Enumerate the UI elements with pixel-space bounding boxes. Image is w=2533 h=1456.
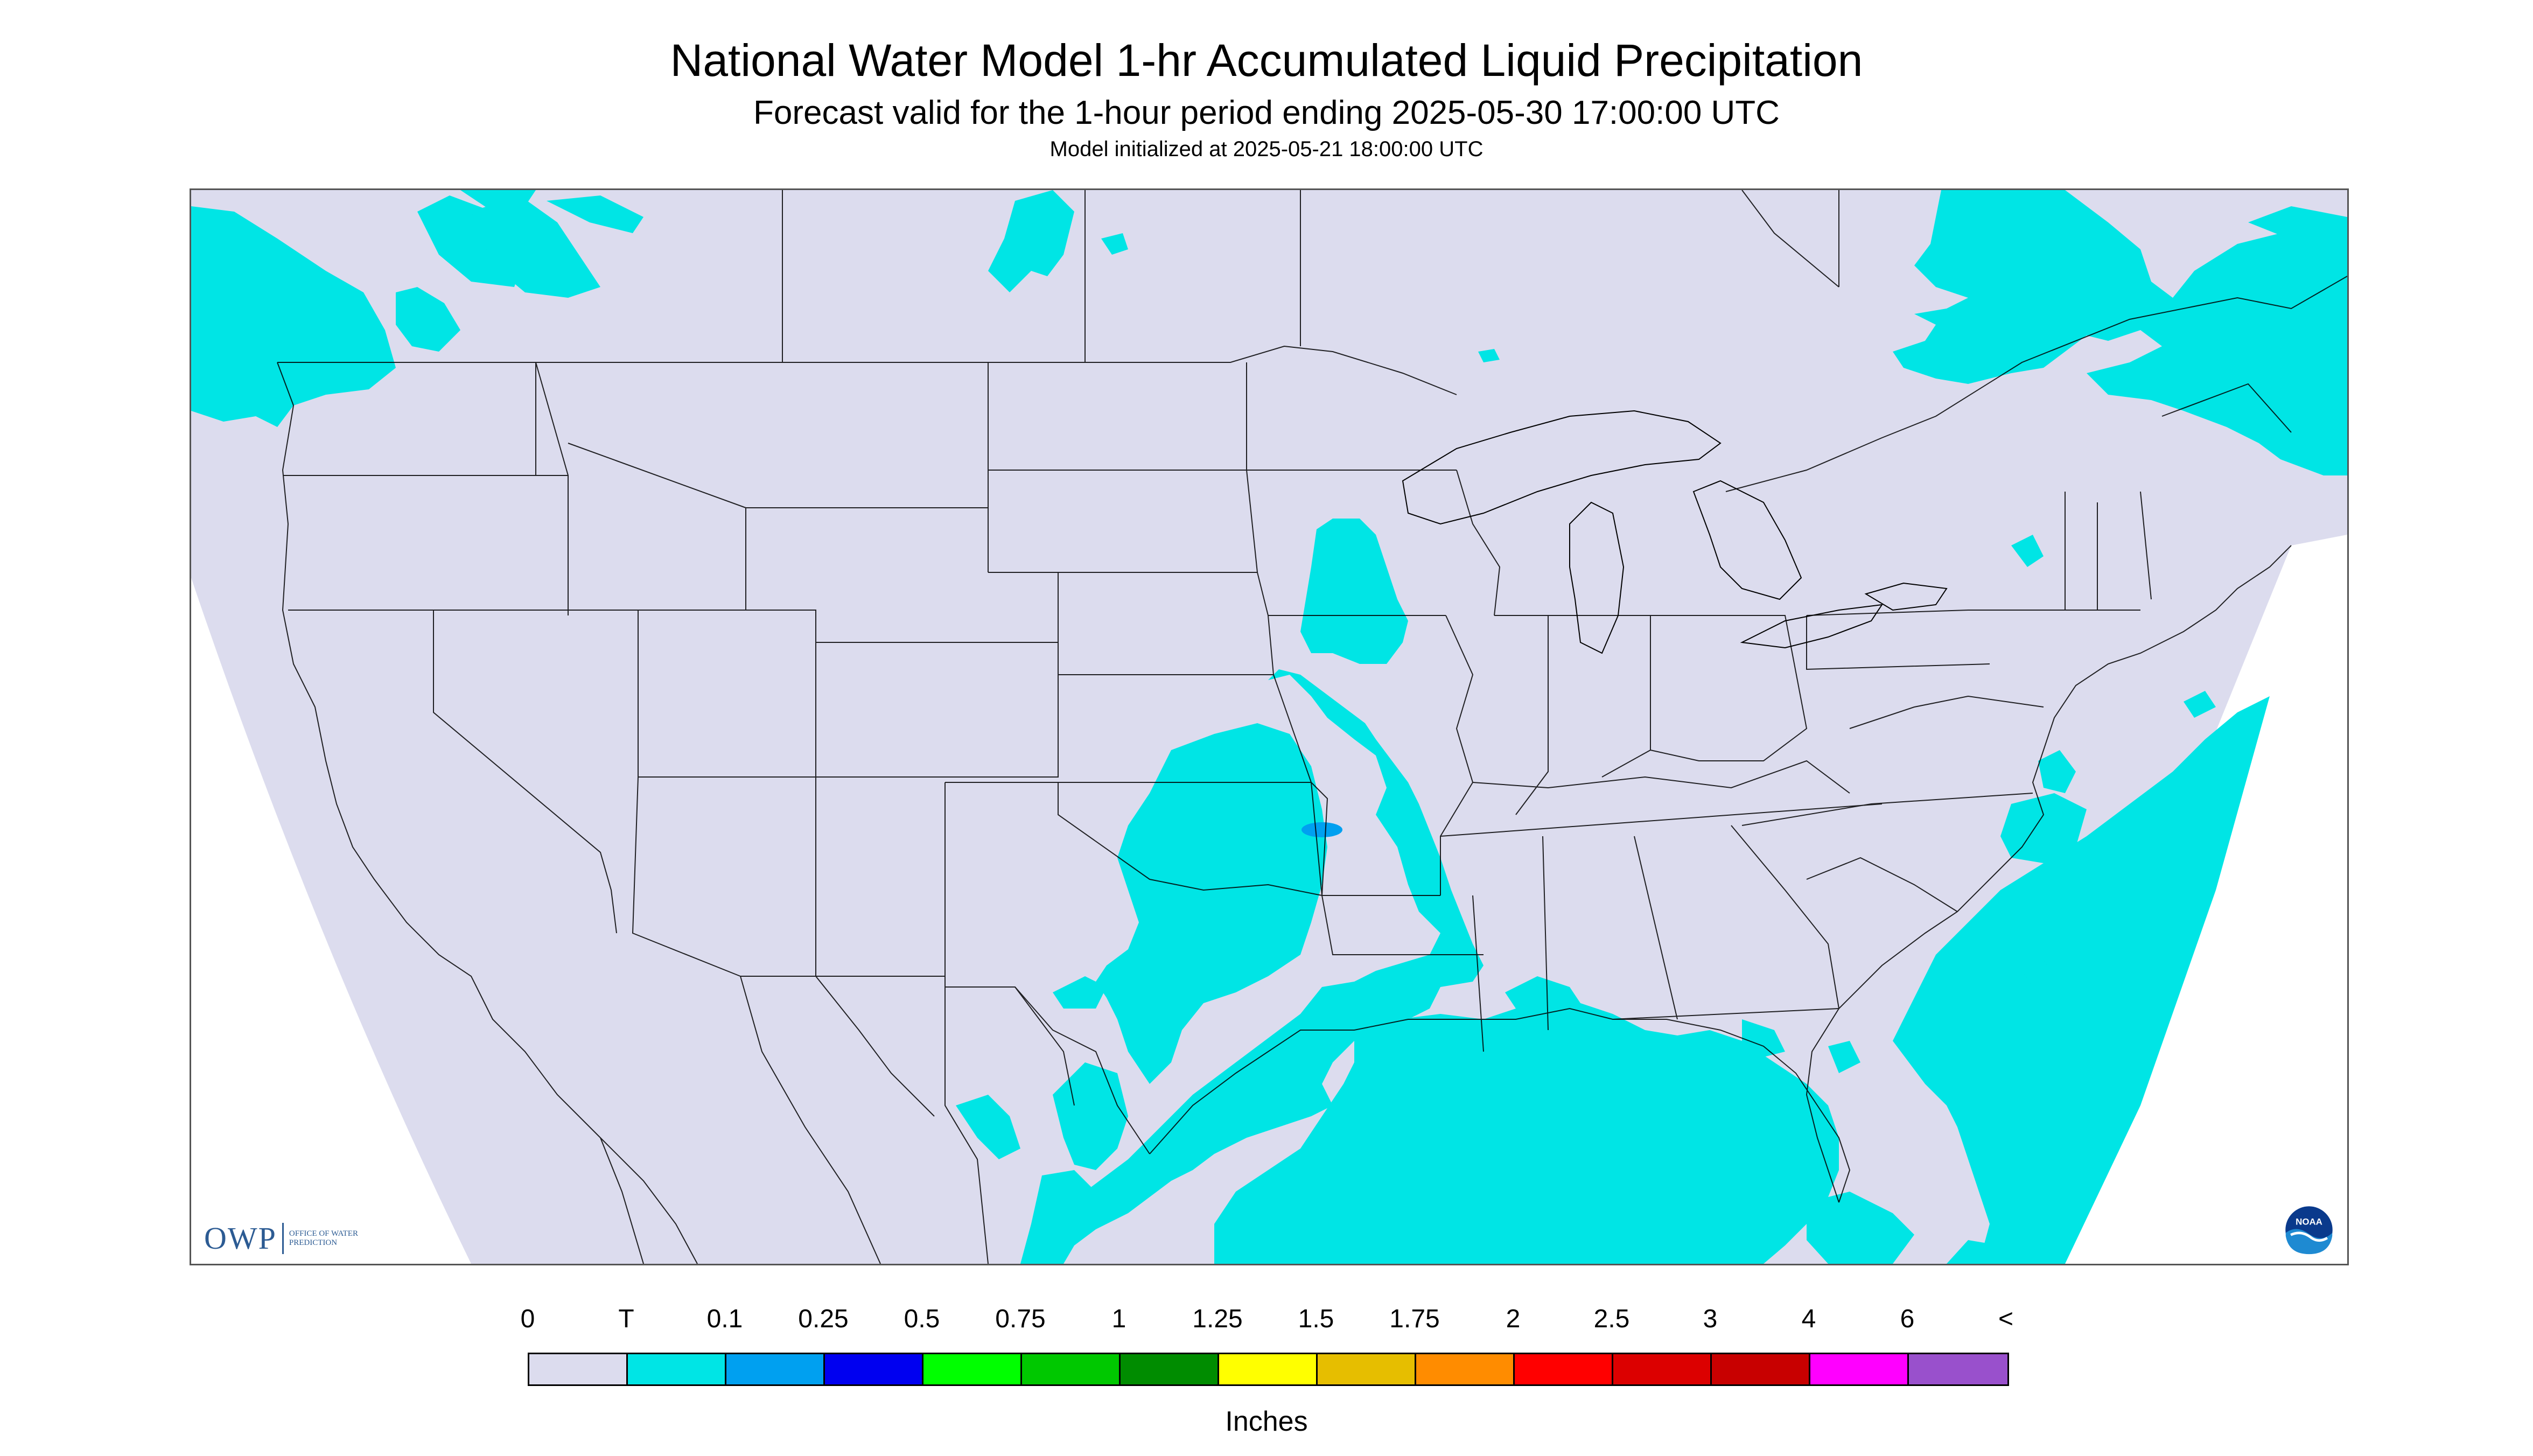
legend-swatch xyxy=(1022,1354,1121,1384)
noaa-logo-text: NOAA xyxy=(2296,1217,2322,1227)
legend-swatch xyxy=(628,1354,726,1384)
legend-tick-label: T xyxy=(618,1305,634,1333)
legend-tick-label: 1.5 xyxy=(1298,1305,1334,1333)
legend-swatch xyxy=(1515,1354,1613,1384)
legend-swatch xyxy=(1219,1354,1318,1384)
owp-logo: OWP OFFICE OF WATER PREDICTION xyxy=(204,1220,370,1257)
legend-swatch xyxy=(923,1354,1022,1384)
map-projection-area xyxy=(191,190,2347,1264)
legend-tick-label: 1 xyxy=(1111,1305,1126,1333)
legend-swatch xyxy=(1416,1354,1515,1384)
owp-logo-text: OWP xyxy=(204,1221,277,1256)
legend-tick-label: 4 xyxy=(1801,1305,1816,1333)
legend-tick-label: 0 xyxy=(520,1305,535,1333)
precipitation-map: OWP OFFICE OF WATER PREDICTION NOAA xyxy=(190,188,2349,1265)
legend-tick-label: 2 xyxy=(1506,1305,1521,1333)
legend-tick-label: 0.25 xyxy=(798,1305,849,1333)
model-init-text: Model initialized at 2025-05-21 18:00:00… xyxy=(1049,137,1484,161)
legend-swatch xyxy=(1909,1354,2007,1384)
precipitation-legend: 0 T 0.1 0.25 0.5 0.75 1 1.25 1.5 1.75 2 2.5 3 4 6 < xyxy=(521,1303,2014,1386)
legend-tick-label: 1.75 xyxy=(1389,1305,1440,1333)
legend-tick-label: 0.1 xyxy=(706,1305,743,1333)
legend-swatch xyxy=(1712,1354,1810,1384)
legend-tick-label: 6 xyxy=(1900,1305,1915,1333)
legend-swatch xyxy=(1121,1354,1219,1384)
legend-swatch xyxy=(726,1354,825,1384)
precipitation-areas xyxy=(191,190,2347,1264)
map-title: National Water Model 1-hr Accumulated Li… xyxy=(670,35,1863,86)
legend-tick-label: < xyxy=(1998,1305,2014,1333)
legend-tick-label: 0.75 xyxy=(995,1305,1046,1333)
legend-swatch xyxy=(825,1354,923,1384)
legend-swatch xyxy=(529,1354,628,1384)
legend-units-label: Inches xyxy=(1225,1406,1308,1437)
legend-tick-label: 2.5 xyxy=(1593,1305,1630,1333)
legend-swatch xyxy=(1318,1354,1416,1384)
owp-logo-divider xyxy=(282,1223,284,1254)
legend-swatch xyxy=(1810,1354,1909,1384)
legend-tick-label: 3 xyxy=(1703,1305,1718,1333)
owp-logo-subtext: OFFICE OF WATER PREDICTION xyxy=(289,1229,358,1247)
map-subtitle: Forecast valid for the 1-hour period end… xyxy=(753,94,1780,131)
legend-swatch xyxy=(1613,1354,1712,1384)
legend-tick-label: 1.25 xyxy=(1192,1305,1243,1333)
legend-tick-label: 0.5 xyxy=(904,1305,940,1333)
map-canvas xyxy=(191,190,2347,1264)
state-boundaries xyxy=(277,190,2347,1264)
noaa-logo-icon: NOAA xyxy=(2284,1205,2334,1255)
legend-color-bar xyxy=(528,1353,2009,1386)
heavier-precip-spot xyxy=(1302,822,1342,837)
